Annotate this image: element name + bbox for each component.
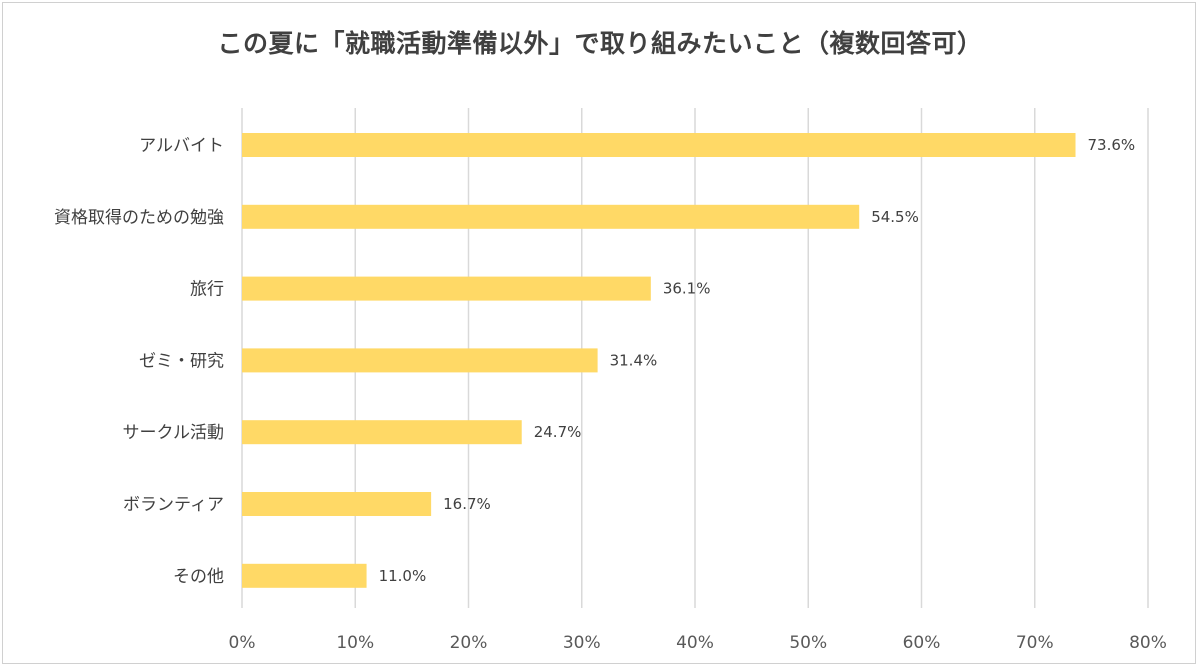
x-tick-label: 20% [450, 633, 488, 653]
x-tick-label: 40% [676, 633, 714, 653]
bar [242, 492, 432, 516]
data-label: 54.5% [871, 208, 919, 226]
x-tick-label: 50% [789, 633, 827, 653]
data-label: 31.4% [610, 351, 658, 369]
bar [242, 133, 1076, 157]
data-label: 11.0% [379, 567, 427, 585]
bars [242, 133, 1076, 588]
x-tick-label: 10% [336, 633, 374, 653]
data-label: 16.7% [443, 495, 491, 513]
bar [242, 204, 860, 229]
category-label: ボランティア [123, 495, 224, 515]
labels: 0% 10% 20% 30% 40% 50% 60% 70% 80% アルバイト 73.6% 資格取得… [54, 136, 1167, 653]
data-label: 36.1% [663, 280, 711, 298]
bar [242, 276, 651, 301]
bar [242, 348, 598, 373]
x-tick-label: 70% [1016, 633, 1054, 653]
x-tick-label: 30% [563, 633, 601, 653]
category-label: サークル活動 [123, 423, 225, 443]
category-label: 資格取得のための勉強 [54, 208, 224, 228]
x-tick-label: 80% [1129, 633, 1167, 653]
data-label: 24.7% [534, 423, 582, 441]
data-label: 73.6% [1088, 136, 1136, 154]
category-label: その他 [173, 567, 224, 587]
chart-title: この夏に「就職活動準備以外」で取り組みたいこと（複数回答可） [217, 29, 983, 58]
category-label: ゼミ・研究 [139, 351, 224, 371]
category-label: アルバイト [139, 136, 224, 156]
category-label: 旅行 [190, 280, 224, 300]
bar [242, 563, 367, 588]
bar [242, 420, 522, 445]
x-tick-label: 60% [903, 633, 941, 653]
x-tick-label: 0% [229, 633, 256, 653]
